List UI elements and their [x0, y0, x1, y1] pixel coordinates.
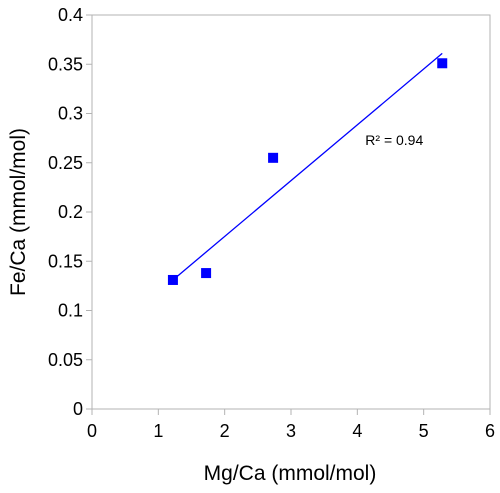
y-axis-title: Fe/Ca (mmol/mol) — [7, 128, 30, 296]
plot-frame — [91, 14, 491, 410]
x-tick-label: 3 — [286, 421, 296, 441]
data-point — [201, 268, 212, 279]
trendline — [172, 52, 443, 281]
data-point — [268, 152, 279, 163]
y-tick-label: 0.4 — [58, 5, 83, 25]
y-tick-label: 0 — [73, 399, 83, 419]
annotations: R² = 0.94 — [365, 132, 423, 148]
y-tick-label: 0.25 — [48, 153, 83, 173]
x-tick-label: 1 — [153, 421, 163, 441]
data-point — [437, 58, 448, 69]
plot-area — [86, 14, 491, 415]
y-tick-label: 0.1 — [58, 301, 83, 321]
x-tick-label: 4 — [352, 421, 362, 441]
y-tick-label: 0.2 — [58, 202, 83, 222]
trendline-layer — [172, 52, 443, 281]
y-tick-label: 0.3 — [58, 104, 83, 124]
x-tick-label: 6 — [485, 421, 495, 441]
r-squared-label: R² = 0.94 — [365, 132, 423, 148]
y-tick-label: 0.35 — [48, 54, 83, 74]
data-point — [167, 274, 178, 285]
points-layer — [167, 58, 448, 285]
y-tick-label: 0.15 — [48, 251, 83, 271]
tick-labels: 0 0.05 0.1 0.15 0.2 0.25 0.3 0.35 0.4 0 1 2 3 4 5 6 — [48, 5, 495, 441]
x-tick-label: 2 — [220, 421, 230, 441]
x-tick-label: 0 — [87, 421, 97, 441]
x-tick-label: 5 — [419, 421, 429, 441]
y-tick-label: 0.05 — [48, 350, 83, 370]
x-axis-title: Mg/Ca (mmol/mol) — [204, 462, 377, 485]
